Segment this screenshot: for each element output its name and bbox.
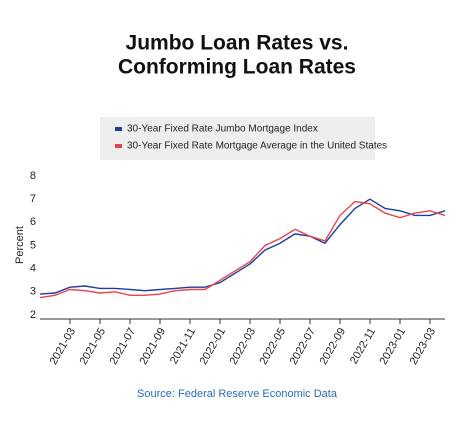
x-tick-label: 2022-05 [258,326,289,367]
y-tick-label: 2 [30,309,36,321]
legend-label: 30-Year Fixed Rate Mortgage Average in t… [127,141,387,152]
x-tick-label: 2021-03 [48,326,79,367]
chart-title: Jumbo Loan Rates vs. [126,32,349,55]
x-tick-label: 2023-03 [408,326,439,367]
source: Source: Federal Reserve Economic Data [137,388,338,400]
y-tick-label: 5 [30,239,36,251]
y-axis-label: Percent [14,226,26,264]
line [39,198,446,295]
x-tick-label: 2021-11 [168,326,198,366]
legend-label: 30-Year Fixed Rate Jumbo Mortgage Index [127,124,318,135]
x-tick-label: 2021-09 [138,326,169,367]
x-tick-label: 2022-07 [288,326,319,367]
x-tick-label: 2022-03 [228,326,259,367]
x-tick-label: 2023-01 [378,326,409,367]
x-tick-label: 2021-05 [78,326,109,367]
x-tick-label: 2022-01 [198,326,229,367]
y-tick-label: 7 [30,193,36,205]
y-tick-label: 6 [30,216,36,228]
chart-title: Conforming Loan Rates [118,56,356,79]
legend-swatch [115,127,122,131]
legend-box [100,117,375,160]
x-tick-label: 2021-07 [108,326,139,367]
x-tick-label: 2022-11 [348,326,378,366]
line [39,200,446,299]
y-tick-label: 4 [30,263,36,275]
legend-swatch [115,144,122,148]
y-tick-label: 3 [30,286,36,298]
x-tick-label: 2022-09 [318,326,349,367]
y-tick-label: 8 [30,170,36,182]
